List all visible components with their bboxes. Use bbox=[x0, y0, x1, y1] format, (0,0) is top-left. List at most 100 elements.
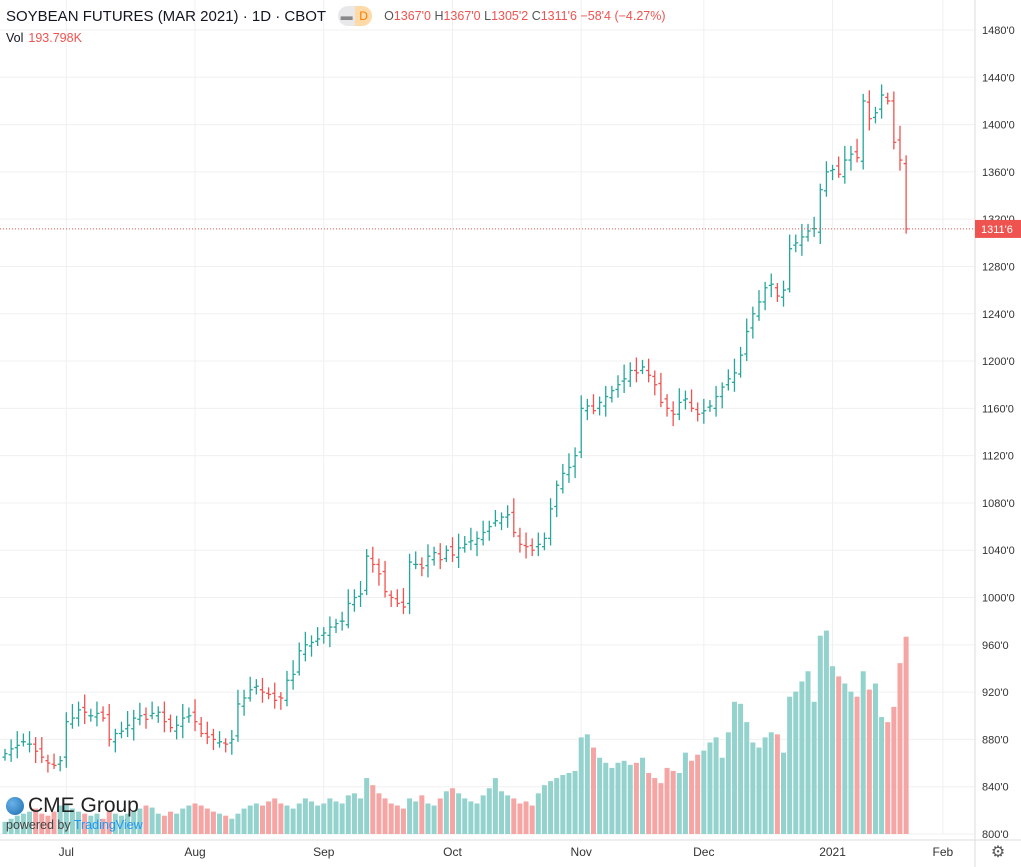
volume-bar bbox=[597, 757, 603, 834]
volume-bar bbox=[560, 775, 566, 834]
volume-bar bbox=[174, 813, 180, 834]
volume-bar bbox=[112, 813, 118, 834]
volume-bar bbox=[388, 803, 394, 834]
volume-bar bbox=[781, 752, 787, 834]
volume-bar bbox=[118, 815, 124, 834]
volume-bar bbox=[897, 663, 903, 834]
volume-bar bbox=[437, 798, 443, 834]
x-tick-label: Sep bbox=[313, 845, 335, 859]
volume-bar bbox=[891, 706, 897, 834]
volume-bar bbox=[731, 701, 737, 834]
volume-bar bbox=[278, 803, 284, 834]
volume-bar bbox=[419, 795, 425, 834]
volume-bar bbox=[358, 798, 364, 834]
interval-badge[interactable]: ▬ D bbox=[338, 6, 373, 26]
y-tick-label: 1440'0 bbox=[982, 72, 1015, 84]
volume-bar bbox=[633, 762, 639, 834]
volume-bar bbox=[382, 798, 388, 834]
volume-bar bbox=[327, 798, 333, 834]
volume-bar bbox=[646, 772, 652, 834]
volume-bar bbox=[836, 676, 842, 834]
volume-bar bbox=[817, 635, 823, 834]
volume-bar bbox=[682, 752, 688, 834]
volume-bar bbox=[609, 767, 615, 834]
volume-bar bbox=[309, 801, 314, 834]
y-tick-label: 1200'0 bbox=[982, 356, 1015, 368]
volume-bar bbox=[400, 808, 406, 834]
volume-bar bbox=[456, 793, 462, 834]
volume-bar bbox=[652, 778, 658, 834]
volume-bar bbox=[284, 805, 290, 834]
volume-bar bbox=[88, 815, 94, 834]
volume-bar bbox=[860, 671, 866, 834]
volume-bar bbox=[94, 813, 100, 834]
volume-bar bbox=[517, 803, 523, 834]
volume-bar bbox=[848, 691, 854, 834]
volume-bar bbox=[572, 770, 578, 834]
volume-bar bbox=[713, 737, 719, 834]
volume-bar bbox=[535, 793, 541, 834]
volume-bar bbox=[486, 788, 492, 834]
volume-bar bbox=[443, 791, 449, 834]
y-tick-label: 840'0 bbox=[982, 782, 1009, 794]
volume-bar bbox=[8, 818, 14, 834]
volume-bar bbox=[394, 805, 400, 834]
x-tick-label: Jul bbox=[59, 845, 74, 859]
volume-bar bbox=[768, 732, 774, 834]
volume-bar bbox=[830, 666, 836, 834]
volume-bar bbox=[100, 818, 106, 834]
volume-bar bbox=[885, 722, 891, 834]
volume-bar bbox=[155, 813, 161, 834]
volume-bar bbox=[198, 805, 204, 834]
volume-bar bbox=[462, 798, 468, 834]
volume-bar bbox=[676, 772, 682, 834]
volume-bar bbox=[69, 808, 75, 834]
y-tick-label: 1160'0 bbox=[982, 403, 1014, 415]
volume-bar bbox=[695, 754, 701, 834]
last-price-label: 1311'6 bbox=[981, 224, 1013, 236]
volume-bar bbox=[76, 811, 82, 834]
volume-bar bbox=[738, 703, 744, 834]
volume-bar bbox=[811, 701, 817, 834]
volume-bar bbox=[664, 767, 670, 834]
volume-bar bbox=[449, 788, 455, 834]
volume-bar bbox=[689, 760, 695, 834]
volume-bar bbox=[339, 803, 345, 834]
volume-bar bbox=[431, 805, 437, 834]
volume-bar bbox=[578, 737, 584, 834]
volume-bar bbox=[302, 798, 308, 834]
settings-gear-icon[interactable]: ⚙ bbox=[991, 844, 1005, 861]
x-tick-label: 2021 bbox=[819, 845, 846, 859]
volume-bar bbox=[842, 683, 848, 834]
volume-bar bbox=[823, 630, 829, 834]
volume-bar bbox=[14, 815, 20, 834]
volume-bar bbox=[315, 805, 321, 834]
volume-bar bbox=[296, 803, 302, 834]
x-tick-label: Oct bbox=[443, 845, 462, 859]
volume-bar bbox=[143, 805, 149, 834]
powered-by[interactable]: powered by TradingView bbox=[6, 818, 143, 832]
volume-bar bbox=[63, 803, 69, 834]
globe-icon bbox=[6, 797, 24, 815]
volume-bar bbox=[511, 798, 517, 834]
volume-bar bbox=[903, 636, 909, 834]
volume-legend: Vol 193.798K bbox=[6, 31, 82, 45]
y-tick-label: 960'0 bbox=[982, 640, 1009, 652]
volume-bar bbox=[756, 747, 762, 834]
y-tick-label: 1360'0 bbox=[982, 167, 1015, 179]
y-tick-label: 920'0 bbox=[982, 687, 1009, 699]
y-tick-label: 1240'0 bbox=[982, 309, 1015, 321]
volume-bar bbox=[186, 805, 192, 834]
volume-bar bbox=[541, 785, 547, 834]
chart-legend: SOYBEAN FUTURES (MAR 2021) · 1D · CBOT ▬… bbox=[6, 6, 666, 26]
volume-bar bbox=[20, 813, 26, 834]
volume-bar bbox=[333, 801, 339, 834]
volume-bar bbox=[39, 813, 45, 834]
volume-bar bbox=[235, 813, 241, 834]
volume-bar bbox=[719, 757, 725, 834]
x-tick-label: Nov bbox=[571, 845, 592, 859]
volume-bar bbox=[51, 811, 57, 834]
volume-bar bbox=[149, 807, 155, 834]
volume-bar bbox=[253, 803, 259, 834]
